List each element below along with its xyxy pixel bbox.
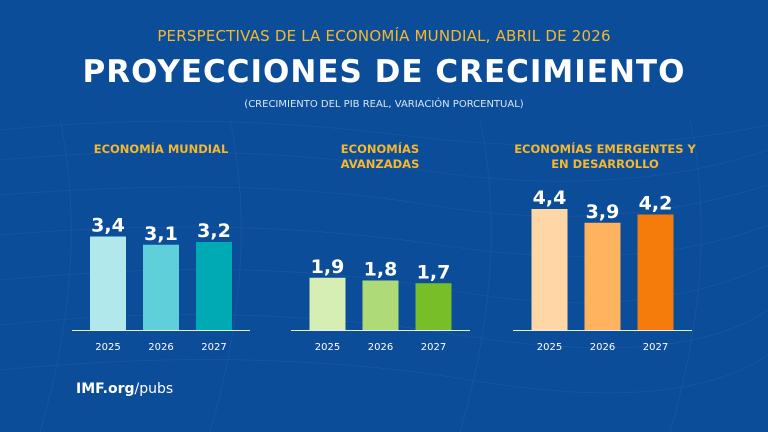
x-tick-label: 2026 xyxy=(148,342,173,353)
bar-value-label: 3,2 xyxy=(197,220,231,242)
x-tick-label: 2025 xyxy=(537,342,562,353)
chart-panel-2: 4,4 2025 3,9 2026 4,2 2027 xyxy=(513,187,692,353)
footer-site: IMF.org xyxy=(76,381,135,397)
bar-value-label: 1,9 xyxy=(311,256,345,278)
bar-2027 xyxy=(637,214,674,330)
bar-value-label: 1,7 xyxy=(417,261,451,283)
bar-2026 xyxy=(362,280,399,330)
x-tick-label: 2027 xyxy=(421,342,446,353)
bar-2026 xyxy=(143,244,179,330)
bar-value-label: 1,8 xyxy=(364,259,398,281)
panel-title-world: ECONOMÍA MUNDIAL xyxy=(93,142,229,156)
footer-path: /pubs xyxy=(134,381,174,397)
bar-2025 xyxy=(531,209,568,330)
bar-2025 xyxy=(90,236,126,330)
chart-panel-0: 3,4 2025 3,1 2026 3,2 2027 xyxy=(72,215,250,353)
bar-2027 xyxy=(415,283,452,330)
bar-value-label: 3,1 xyxy=(144,223,178,245)
x-tick-label: 2027 xyxy=(643,342,668,353)
x-tick-label: 2025 xyxy=(95,342,120,353)
chart-panel-1: 1,9 2025 1,8 2026 1,7 2027 xyxy=(291,256,470,353)
bar-value-label: 4,4 xyxy=(533,187,567,209)
x-tick-label: 2025 xyxy=(315,342,340,353)
bar-value-label: 3,4 xyxy=(91,215,125,237)
bar-value-label: 4,2 xyxy=(639,193,673,215)
bar-2025 xyxy=(309,277,346,330)
panel-title-advanced: ECONOMÍAS AVANZADAS xyxy=(340,142,420,171)
bar-value-label: 3,9 xyxy=(586,201,620,223)
x-tick-label: 2027 xyxy=(201,342,226,353)
bar-2027 xyxy=(196,242,232,330)
bar-2026 xyxy=(584,222,621,330)
x-tick-label: 2026 xyxy=(368,342,393,353)
report-supertitle: PERSPECTIVAS DE LA ECONOMÍA MUNDIAL, ABR… xyxy=(157,27,611,45)
page-subtitle: (CRECIMIENTO DEL PIB REAL, VARIACIÓN POR… xyxy=(244,99,524,110)
x-tick-label: 2026 xyxy=(590,342,615,353)
page-title: PROYECCIONES DE CRECIMIENTO xyxy=(82,54,686,90)
panel-title-emerging: ECONOMÍAS EMERGENTES Y EN DESARROLLO xyxy=(514,142,696,171)
footer-link[interactable]: IMF.org/pubs xyxy=(76,381,173,397)
